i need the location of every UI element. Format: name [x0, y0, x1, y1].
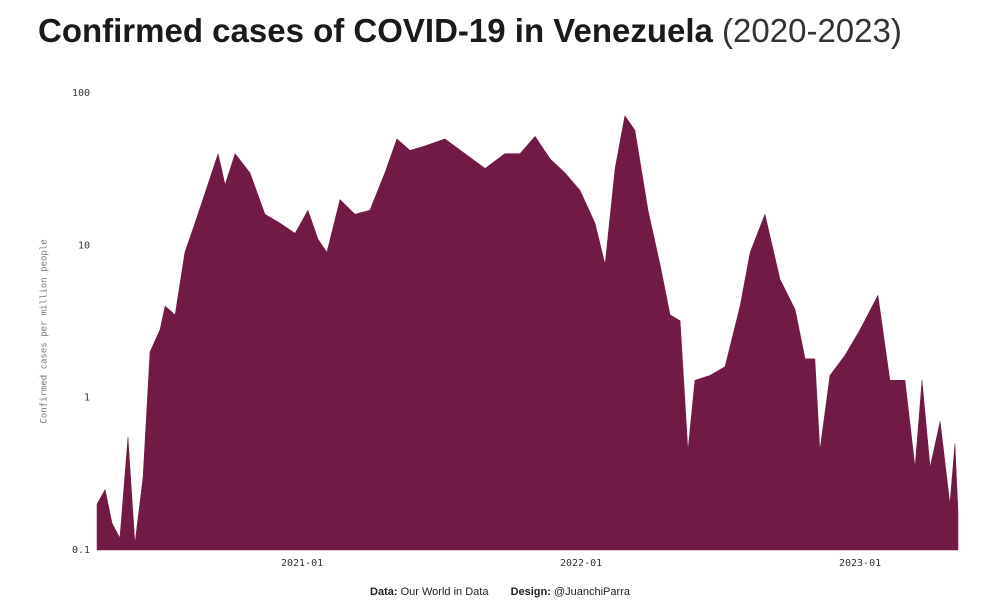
title-block: Confirmed cases of COVID-19 in Venezuela…	[38, 12, 902, 50]
source-label: Data:	[370, 586, 398, 598]
y-axis-label: Confirmed cases per million people	[40, 239, 50, 423]
design-label: Design:	[510, 586, 551, 598]
area	[96, 115, 959, 551]
source: Our World in Data	[400, 586, 489, 598]
x-tick-label: 2022-01	[560, 558, 602, 569]
footer: Data: Our World in Data Design: @Juanchi…	[0, 586, 1000, 598]
design: @JuanchiParra	[553, 586, 630, 598]
chart-title: Confirmed cases of COVID-19 in Venezuela	[38, 12, 713, 49]
x-tick-label: 2021-01	[281, 558, 323, 569]
y-tick-label: 10	[78, 240, 90, 251]
y-tick-label: 0.1	[72, 545, 90, 556]
chart-subtitle: (2020-2023)	[722, 12, 902, 49]
x-tick-label: 2023-01	[839, 558, 881, 569]
y-tick-label: 1	[84, 393, 90, 404]
y-tick-label: 100	[72, 88, 90, 99]
